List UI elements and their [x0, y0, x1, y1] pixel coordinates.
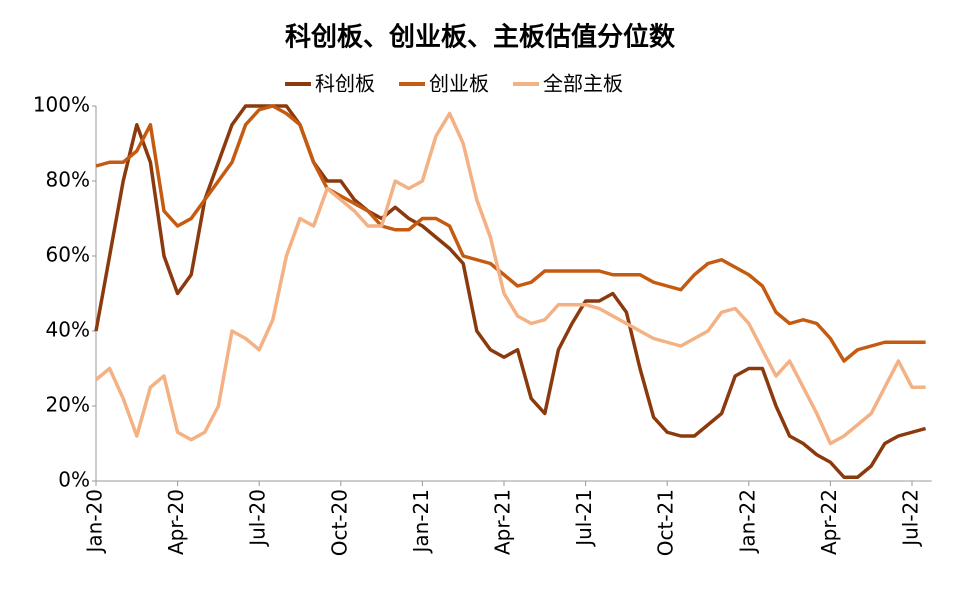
x-tick-label: Oct-21 — [654, 489, 678, 556]
y-tick-label: 100% — [33, 93, 90, 117]
x-tick-label: Apr-21 — [491, 489, 515, 555]
x-tick-label: Jul-20 — [246, 489, 270, 548]
x-tick-label: Jul-22 — [899, 489, 923, 548]
x-tick-label: Apr-20 — [164, 489, 188, 555]
y-tick-label: 80% — [46, 168, 90, 192]
x-tick-label: Jan-21 — [409, 489, 433, 555]
legend-label: 创业板 — [429, 72, 489, 96]
legend-label: 科创板 — [315, 72, 375, 96]
y-tick-label: 60% — [46, 243, 90, 267]
series-line — [94, 111, 926, 446]
chart-title: 科创板、创业板、主板估值分位数 — [285, 22, 676, 53]
y-tick-label: 20% — [46, 393, 90, 417]
x-tick-label: Apr-22 — [817, 489, 841, 555]
y-tick-label: 0% — [58, 468, 90, 492]
legend-label: 全部主板 — [543, 72, 623, 96]
x-tick-label: Jul-21 — [572, 489, 596, 548]
x-tick-label: Oct-20 — [327, 489, 351, 556]
y-tick-label: 40% — [46, 318, 90, 342]
series-line — [95, 104, 926, 363]
x-tick-label: Jan-20 — [83, 489, 107, 555]
series-line — [94, 104, 927, 479]
x-tick-label: Jan-22 — [735, 489, 759, 555]
